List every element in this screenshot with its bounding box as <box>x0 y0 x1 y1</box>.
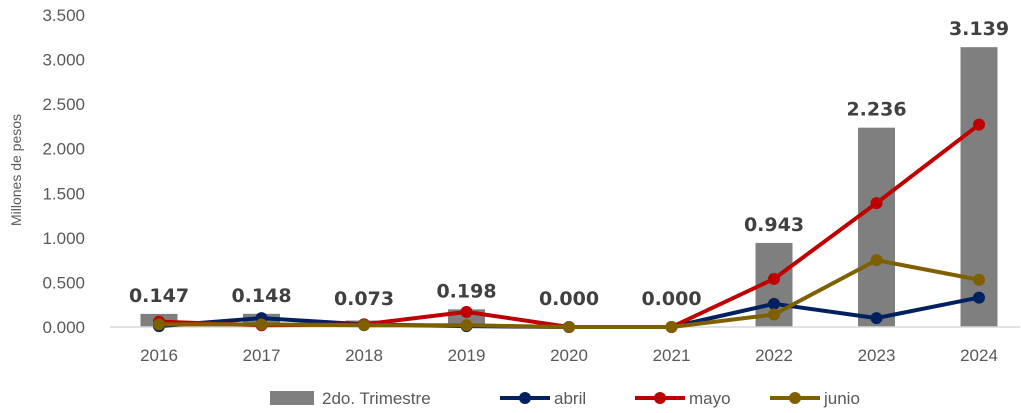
legend-swatch-bar <box>270 391 314 405</box>
legend-swatch-marker <box>519 392 531 404</box>
series-point-junio <box>563 321 575 333</box>
legend-label: mayo <box>689 389 731 408</box>
series-point-mayo <box>973 119 985 131</box>
bar-data-label: 0.148 <box>231 285 291 307</box>
y-tick-label: 2.500 <box>42 95 85 114</box>
y-tick-label: 1.500 <box>42 184 85 203</box>
x-axis-ticks: 2016 2017 2018 2019 2020 2021 2022 2023 2024 <box>140 346 998 365</box>
bar <box>858 128 895 327</box>
y-axis-title-group: Millones de pesos <box>8 114 24 226</box>
y-tick-label: 3.000 <box>42 51 85 70</box>
bar-data-label: 0.198 <box>436 280 496 302</box>
y-tick-label: 2.000 <box>42 140 85 159</box>
series-point-junio <box>461 319 473 331</box>
legend-label: 2do. Trimestre <box>322 389 431 408</box>
y-axis-ticks: 0.000 0.500 1.000 1.500 2.000 2.500 3.000 3.500 <box>42 6 85 337</box>
y-tick-label: 0.500 <box>42 273 85 292</box>
x-tick-label: 2016 <box>140 346 178 365</box>
series-point-junio <box>768 309 780 321</box>
bar-data-label: 0.147 <box>129 285 189 307</box>
series-point-junio <box>666 321 678 333</box>
x-tick-label: 2024 <box>960 346 998 365</box>
series-point-abril <box>768 298 780 310</box>
x-tick-label: 2018 <box>345 346 383 365</box>
y-tick-label: 0.000 <box>42 318 85 337</box>
series-point-junio <box>871 254 883 266</box>
series-point-junio <box>358 319 370 331</box>
legend: 2do. Trimestre abril mayo junio <box>270 389 860 408</box>
series-point-mayo <box>461 306 473 318</box>
bar-data-label: 0.073 <box>334 288 394 310</box>
legend-label: junio <box>823 389 860 408</box>
series-point-abril <box>871 312 883 324</box>
bar-data-label: 2.236 <box>846 99 906 121</box>
y-tick-label: 3.500 <box>42 6 85 25</box>
legend-label: abril <box>554 389 586 408</box>
x-tick-label: 2017 <box>243 346 281 365</box>
y-tick-label: 1.000 <box>42 229 85 248</box>
y-axis-title: Millones de pesos <box>8 114 24 226</box>
series-point-junio <box>973 274 985 286</box>
x-tick-label: 2020 <box>550 346 588 365</box>
series-point-abril <box>973 292 985 304</box>
series-point-junio <box>256 318 268 330</box>
series-point-mayo <box>871 197 883 209</box>
series-point-mayo <box>768 273 780 285</box>
x-tick-label: 2022 <box>755 346 793 365</box>
x-tick-label: 2021 <box>653 346 691 365</box>
bar-data-label: 0.943 <box>744 214 804 236</box>
series-point-junio <box>153 318 165 330</box>
bar-data-label: 3.139 <box>949 18 1009 40</box>
legend-swatch-marker <box>789 392 801 404</box>
legend-swatch-marker <box>654 392 666 404</box>
x-tick-label: 2019 <box>448 346 486 365</box>
bar-data-label: 0.000 <box>641 288 701 310</box>
x-tick-label: 2023 <box>858 346 896 365</box>
bar-data-label: 0.000 <box>539 288 599 310</box>
